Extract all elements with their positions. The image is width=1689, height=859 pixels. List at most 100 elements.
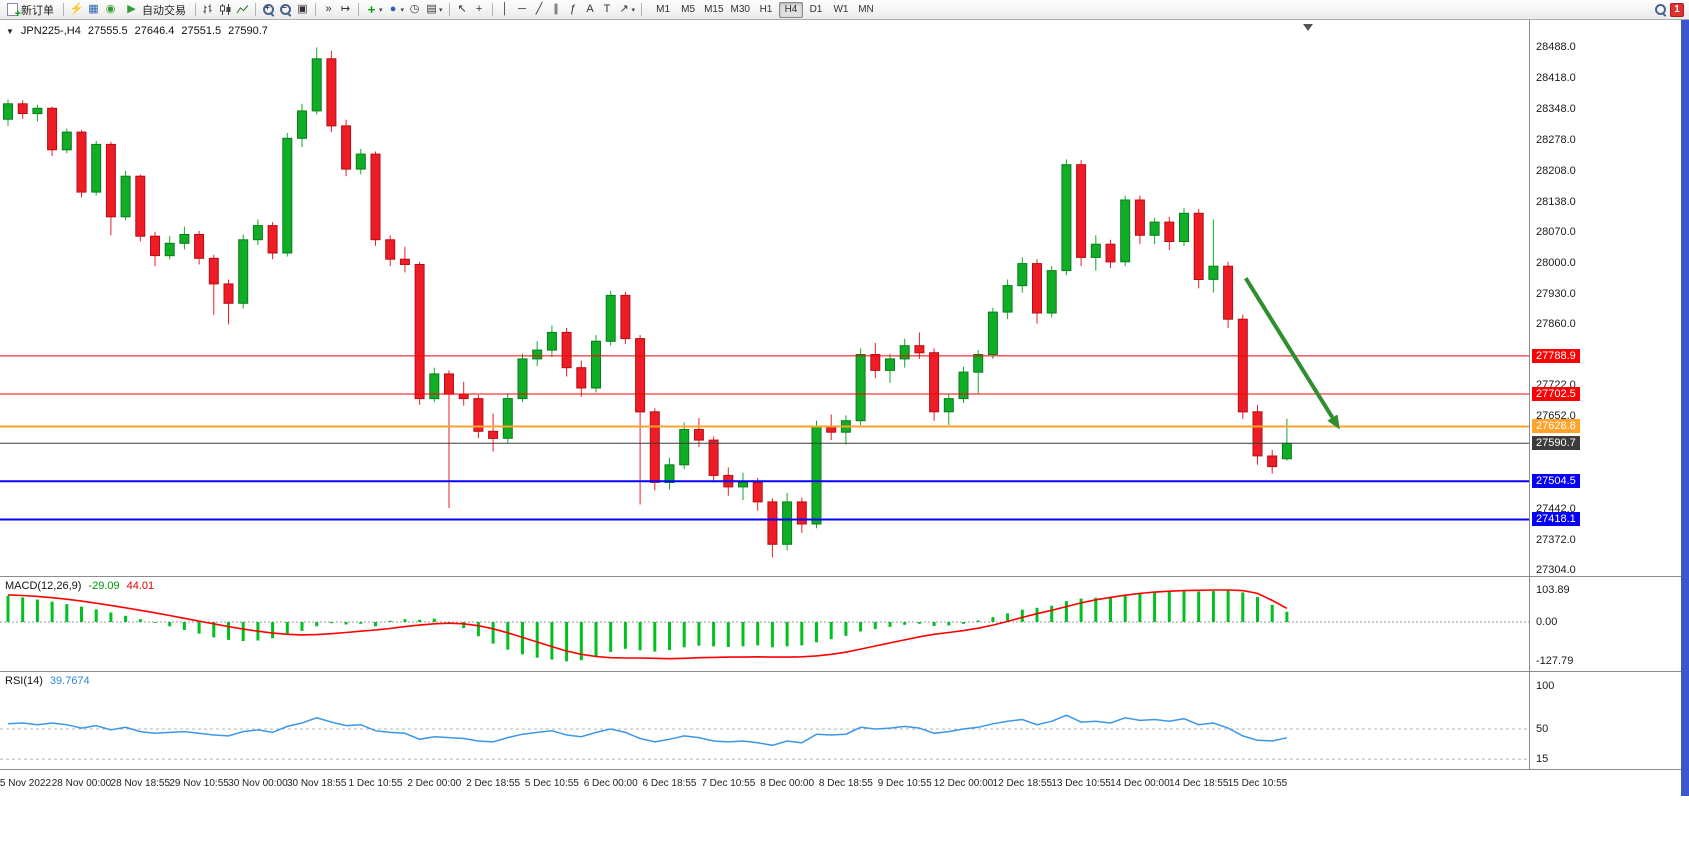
macd-axis-tick: 0.00 <box>1536 616 1558 628</box>
objects-caret-icon[interactable]: ▾ <box>400 6 405 14</box>
arrows-caret-icon[interactable]: ▾ <box>631 6 636 14</box>
zoom-out-icon[interactable]: − <box>278 2 293 17</box>
ohlc-open: 27555.5 <box>87 25 128 37</box>
auto-trading-label: 自动交易 <box>142 4 186 17</box>
templates-caret-icon[interactable]: ▾ <box>439 6 443 14</box>
chart-shift-marker[interactable] <box>1303 24 1313 31</box>
timeframe-w1[interactable]: W1 <box>833 3 849 15</box>
chart-shift-icon[interactable]: ↦ <box>340 3 351 15</box>
date-label: 8 Dec 00:00 <box>760 778 815 789</box>
date-label: 12 Dec 18:55 <box>992 778 1053 789</box>
date-label: 1 Dec 10:55 <box>348 778 403 789</box>
trendline-icon[interactable]: ╱ <box>535 3 543 15</box>
notification-badge[interactable]: 1 <box>1670 2 1684 17</box>
date-label: 2 Dec 18:55 <box>466 778 521 789</box>
timeframe-m30[interactable]: M30 <box>730 3 750 15</box>
rsi-line <box>7 714 1288 747</box>
toolbar-separator <box>63 3 64 16</box>
crosshair-icon[interactable]: + <box>475 3 483 15</box>
price-tick: 28418.0 <box>1536 72 1576 85</box>
price-tick: 28138.0 <box>1536 195 1576 208</box>
indicators-icon[interactable]: + <box>367 2 376 17</box>
navigator-icon[interactable]: ◉ <box>105 3 116 15</box>
channel-icon[interactable]: ∥ <box>553 3 559 15</box>
date-label: 14 Dec 18:55 <box>1168 778 1229 789</box>
auto-scroll-icon[interactable]: » <box>325 3 332 15</box>
timeframe-m1[interactable]: M1 <box>656 3 671 15</box>
vertical-line-icon[interactable]: │ <box>501 3 509 15</box>
ohlc-close: 27590.7 <box>228 25 268 37</box>
price-tick: 27372.0 <box>1536 533 1576 546</box>
market-watch-icon[interactable]: ▦ <box>88 3 99 15</box>
play-icon: ▶ <box>127 3 136 15</box>
panel-separator[interactable] <box>0 576 1681 577</box>
line-chart-icon[interactable] <box>235 2 250 17</box>
macd-signal-value: 44.01 <box>126 580 155 592</box>
toolbar-separator <box>491 3 493 16</box>
rsi-label: RSI(14) 39.7674 <box>5 675 90 687</box>
date-label: 14 Dec 00:00 <box>1110 778 1170 789</box>
text-label-icon[interactable]: T <box>603 3 611 15</box>
date-label: 29 Nov 10:55 <box>169 778 229 789</box>
timeframe-m5[interactable]: M5 <box>681 3 696 15</box>
profiles-icon[interactable]: ⚡ <box>69 3 84 15</box>
toolbar-separator <box>195 3 196 16</box>
price-badge-27418.1: 27418.1 <box>1532 512 1580 527</box>
collapse-icon[interactable]: ▼ <box>6 26 14 36</box>
date-label: 30 Nov 00:00 <box>228 778 288 789</box>
zoom-minus-sign: − <box>282 3 287 12</box>
rsi-axis-tick: 50 <box>1536 723 1549 735</box>
auto-trading-button[interactable]: ▶ 自动交易 <box>120 2 190 18</box>
macd-axis-tick: -127.79 <box>1536 655 1574 668</box>
date-label: 12 Dec 00:00 <box>933 778 994 789</box>
indicators-caret-icon[interactable]: ▾ <box>379 6 383 14</box>
price-badge-27590.7: 27590.7 <box>1532 436 1580 451</box>
fibonacci-icon[interactable]: ƒ <box>569 3 577 15</box>
date-label: 7 Dec 10:55 <box>701 778 756 789</box>
timeframe-m15[interactable]: M15 <box>704 3 724 15</box>
search-icon[interactable] <box>1653 2 1668 17</box>
price-axis: 28488.0 28418.0 28348.0 28278.0 28208.0 28138… <box>1530 20 1681 770</box>
timeframe-mn[interactable]: MN <box>858 3 874 15</box>
price-tick: 28000.0 <box>1536 256 1576 269</box>
vertical-scrollbar[interactable] <box>1681 20 1689 796</box>
arrows-tool-icon[interactable]: ↗ <box>619 3 629 15</box>
horizontal-line-icon[interactable]: ─ <box>518 3 526 15</box>
price-tick: 27442.0 <box>1536 502 1576 515</box>
tile-windows-icon[interactable]: ▣ <box>297 3 308 15</box>
chart-header: ▼ JPN225-,H4 27555.5 27646.4 27551.5 275… <box>6 25 268 37</box>
period-clock-icon[interactable]: ◷ <box>409 3 420 15</box>
toolbar-separator <box>641 3 643 16</box>
ohlc-low: 27551.5 <box>181 25 222 37</box>
price-chart[interactable] <box>0 20 1529 576</box>
zoom-in-icon[interactable]: + <box>261 2 276 17</box>
zoom-plus-sign: + <box>265 3 270 12</box>
timeframe-h4[interactable]: H4 <box>778 1 803 18</box>
price-tick: 28488.0 <box>1536 41 1576 54</box>
timeframe-d1[interactable]: D1 <box>809 3 823 15</box>
macd-panel[interactable] <box>0 577 1529 671</box>
cursor-icon[interactable]: ↖ <box>457 3 467 15</box>
text-tool-icon[interactable]: A <box>586 3 594 15</box>
trend-arrow-head[interactable] <box>1327 414 1340 430</box>
rsi-panel[interactable] <box>0 672 1529 769</box>
timeframe-toolbar: M1 M5 M15 M30 H1 H4 D1 W1 MN <box>651 1 878 18</box>
new-order-label: 新订单 <box>21 4 54 17</box>
price-tick: 28278.0 <box>1536 134 1576 147</box>
date-label: 2 Dec 00:00 <box>407 778 462 789</box>
toolbar-separator <box>448 3 450 16</box>
rsi-axis-tick: 15 <box>1536 753 1549 766</box>
bar-chart-icon[interactable] <box>201 2 216 17</box>
new-order-button[interactable]: 新订单 <box>3 2 58 20</box>
date-label: 25 Nov 2022 <box>0 778 52 789</box>
timeframe-h1[interactable]: H1 <box>759 3 773 15</box>
date-label: 13 Dec 10:55 <box>1051 778 1111 789</box>
trend-arrow[interactable] <box>1244 277 1335 419</box>
date-label: 9 Dec 10:55 <box>877 778 932 789</box>
date-label: 30 Nov 18:55 <box>286 778 347 789</box>
panel-separator[interactable] <box>0 671 1681 672</box>
candlestick-chart-icon[interactable] <box>218 2 233 17</box>
price-tick: 27930.0 <box>1536 287 1576 300</box>
templates-icon[interactable]: ▤ <box>426 3 437 15</box>
objects-icon[interactable]: ● <box>389 3 397 15</box>
